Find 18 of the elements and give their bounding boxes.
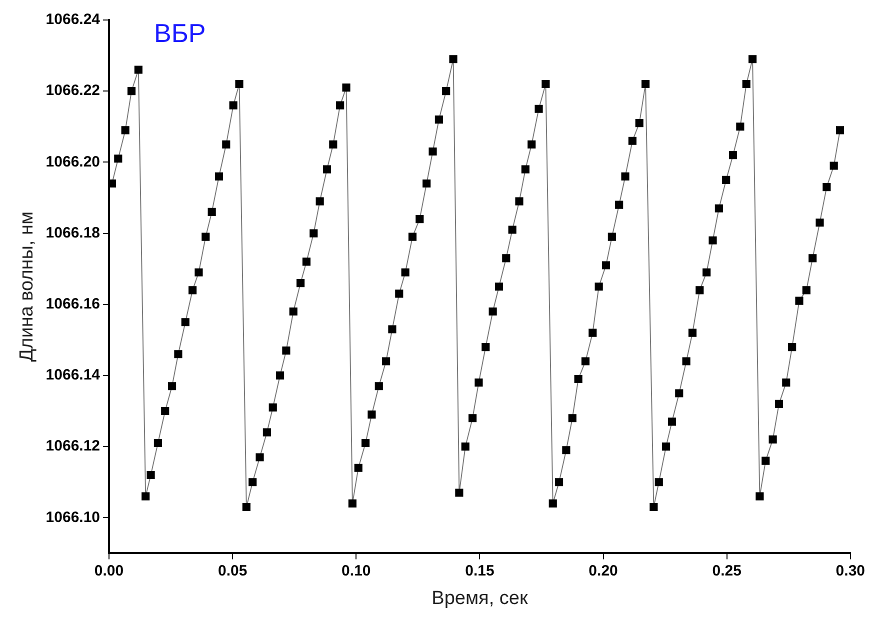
y-tick-label: 1066.12 [46, 438, 100, 455]
y-tick-label: 1066.20 [46, 153, 100, 170]
y-tick-label: 1066.14 [46, 366, 101, 384]
y-tick-label: 1066.22 [46, 82, 100, 100]
x-tick-label: 0.30 [836, 562, 866, 580]
annotation: ВБР [154, 18, 206, 48]
x-tick-label: 0.25 [712, 562, 742, 580]
x-tick-label: 0.05 [218, 562, 248, 580]
y-tick-label: 1066.16 [46, 296, 100, 313]
y-tick-label: 1066.10 [46, 508, 100, 526]
x-axis-title: Время, сек [432, 588, 528, 609]
x-tick-label: 0.15 [465, 562, 494, 580]
x-tick-label: 0.00 [94, 562, 124, 580]
y-tick-label: 1066.18 [46, 224, 100, 242]
y-axis-title: Длина волны, нм [16, 211, 38, 362]
y-tick-label: 1066.24 [46, 11, 101, 28]
x-tick-label: 0.10 [342, 562, 371, 580]
x-tick-label: 0.20 [588, 562, 618, 580]
